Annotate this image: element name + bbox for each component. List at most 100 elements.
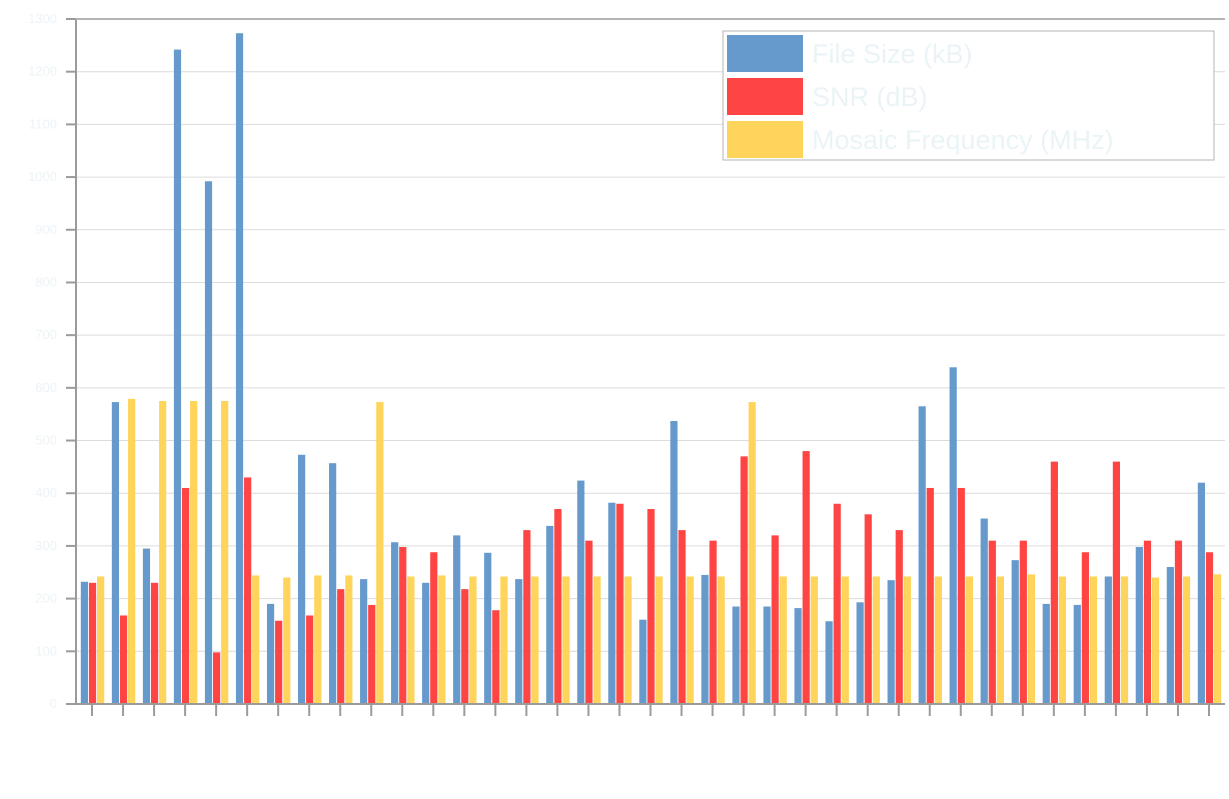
- bar: [1104, 576, 1112, 704]
- bar: [111, 402, 120, 704]
- bar: [298, 454, 306, 704]
- bar: [1213, 574, 1222, 704]
- bar: [864, 514, 872, 704]
- bar: [1166, 567, 1174, 704]
- bar: [204, 181, 213, 705]
- bar: [345, 575, 353, 704]
- bar: [717, 576, 725, 704]
- bar: [926, 487, 934, 704]
- bar: [1112, 461, 1121, 704]
- bar: [1151, 577, 1160, 704]
- bar: [430, 552, 438, 704]
- bar: [469, 576, 477, 704]
- bar: [895, 530, 903, 704]
- bar: [825, 621, 833, 704]
- bar: [142, 548, 151, 704]
- bar: [593, 576, 601, 704]
- bar: [701, 574, 709, 704]
- bar: [391, 542, 399, 704]
- bar: [732, 606, 740, 704]
- bar: [996, 576, 1004, 704]
- bar: [554, 509, 562, 704]
- y-tick-label: 1000: [28, 169, 57, 184]
- bar: [213, 652, 221, 704]
- bar: [779, 576, 787, 704]
- y-tick-label: 1200: [28, 64, 57, 79]
- bar: [1011, 560, 1019, 704]
- bar: [453, 535, 461, 704]
- bar: [399, 546, 407, 704]
- y-tick-label: 1300: [28, 11, 57, 26]
- bar: [1042, 603, 1050, 704]
- bar: [585, 540, 593, 704]
- bar: [1205, 552, 1214, 704]
- bar: [957, 487, 965, 704]
- bar: [368, 604, 376, 704]
- bar: [190, 401, 198, 704]
- bar: [329, 463, 337, 704]
- bar: [709, 540, 717, 704]
- bar: [221, 401, 229, 704]
- bar: [1120, 576, 1129, 704]
- bar: [1019, 540, 1027, 704]
- bar: [159, 401, 167, 704]
- bar: [1073, 604, 1081, 704]
- bar: [562, 576, 570, 704]
- bar: [639, 619, 647, 704]
- bar: [856, 602, 864, 704]
- bar: [275, 620, 283, 704]
- bar: [616, 503, 624, 704]
- bar: [484, 552, 492, 704]
- bar: [515, 579, 523, 704]
- bar: [802, 451, 810, 704]
- bar: [763, 606, 771, 704]
- bar: [988, 540, 996, 704]
- bar: [244, 477, 252, 704]
- bar: [887, 580, 895, 704]
- legend-box: [722, 30, 1215, 161]
- bar: [523, 530, 531, 704]
- bar: [80, 581, 89, 704]
- bar: [833, 503, 841, 704]
- bar: [678, 530, 686, 704]
- bar: [546, 525, 554, 704]
- bar: [918, 406, 926, 704]
- bar: [88, 582, 97, 704]
- bar: [965, 576, 973, 704]
- bars: [80, 33, 1222, 705]
- bar: [810, 576, 818, 704]
- bar: [266, 603, 275, 704]
- y-tick-label: 0: [50, 696, 57, 711]
- y-tick-label: 400: [35, 485, 57, 500]
- bar: [252, 575, 260, 704]
- y-tick-label: 700: [35, 327, 57, 342]
- y-tick-label: 200: [35, 591, 57, 606]
- legend-label: File Size (kB): [812, 39, 973, 69]
- bar: [903, 576, 911, 704]
- bar: [647, 509, 655, 704]
- bar: [306, 615, 314, 704]
- bar: [1027, 574, 1036, 704]
- x-ticks: [91, 704, 1210, 716]
- bar: [97, 576, 105, 704]
- bar: [949, 367, 957, 704]
- bar: [608, 502, 616, 704]
- bar: [748, 402, 756, 704]
- bar: [492, 610, 500, 704]
- bar: [181, 487, 190, 704]
- bar: [235, 33, 244, 705]
- bar: [686, 576, 694, 704]
- bar: [1174, 540, 1183, 704]
- y-ticks: 0 100 200 300 400 500 600 700 800 900 1000 1100 1200…: [28, 11, 76, 711]
- legend-swatch: [727, 35, 803, 72]
- y-tick-label: 100: [35, 643, 57, 658]
- bar: [655, 576, 663, 704]
- bar: [771, 535, 779, 704]
- bar: [407, 576, 415, 704]
- bar: [1197, 482, 1205, 704]
- bar: [119, 615, 128, 704]
- bar: [422, 582, 430, 704]
- bar: [1182, 576, 1191, 704]
- bar: [1058, 576, 1067, 704]
